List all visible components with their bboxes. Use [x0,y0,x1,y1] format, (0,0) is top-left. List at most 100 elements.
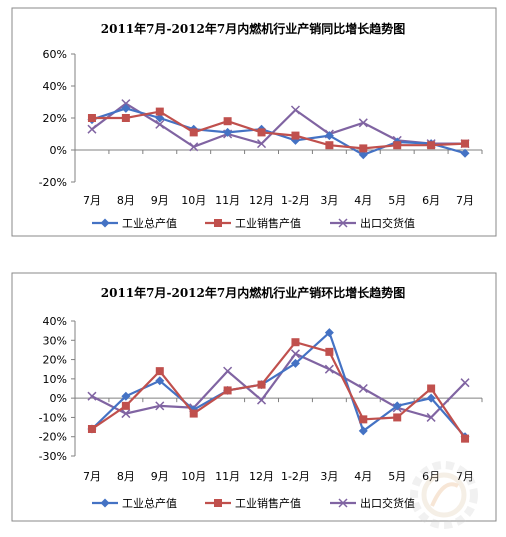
chart-2-series-3-point [460,378,470,388]
chart-1-series-1-point [460,148,470,158]
chart-2-series-1-point [426,393,436,403]
chart-2-legend-item-3: 出口交货值 [330,496,415,510]
chart-2-series-2-point [189,409,198,418]
chart-1-x-tick-label: 9月 [151,194,169,207]
chart-2-x-tick-label: 11月 [215,470,240,483]
chart-1-series-1-point [223,127,233,137]
chart-2-y-tick-label: 30% [43,334,67,347]
chart-2-x-tick-label: 1-2月 [281,470,310,483]
chart-1-series-1-point [121,103,131,113]
chart-2-series-2-point [87,425,96,433]
chart-2-series-line-1 [91,330,466,438]
chart-1-x-tick-label: 5月 [388,194,406,207]
chart-1-series-3-point [121,99,131,109]
watermark-gear-logo [410,461,478,529]
chart-1-series-2-point [121,114,130,122]
chart-1-x-tick-label: 10月 [181,194,206,207]
chart-1-series-2-point [325,141,334,150]
chart-1-plot-area: 60% 40% 20% 0% -20% 7月 8月 9月 10月 11月 12月 1-2月 3月 4月 5月… [39,48,483,230]
chart-2-series-1-point [121,391,131,401]
chart-2-plot-area: 40% 30% 20% 10% 0% -10% -20% -30% 7月 8月 9月 10月 11月 12… [39,315,483,510]
chart-2-series-3-point [121,409,131,419]
chart-2-frame [11,272,497,522]
chart-1-y-tick-label: 0% [50,144,67,157]
chart-1-series-2-point [257,128,266,137]
chart-1-x-tick-label: 8月 [117,194,135,207]
chart-2-x-tick-label: 10月 [181,470,206,483]
chart-1-series-3-point [290,105,300,115]
chart-1-legend-marker-3 [338,218,348,228]
chart-2-series-2-point [291,338,300,347]
chart-1-series-3-point [87,124,97,134]
chart-2-series-3-point [87,391,97,401]
chart-1-legend-item-3: 出口交货值 [330,216,415,230]
chart-2-series-2-point [325,347,334,356]
chart-1-series-1-point [358,150,368,160]
chart-1-series-2-point [427,141,436,150]
chart-1-y-tick-label: -20% [39,176,67,189]
chart-1-legend-item-2: 工业销售产值 [205,216,301,230]
chart-1-x-tick-label: 7月 [456,194,474,207]
chart-1-series-2-point [223,117,232,126]
chart-2-legend-label-1: 工业总产值 [122,496,177,510]
chart-2-x-tick-label: 12月 [249,470,274,483]
chart-2-y-tick-label: 10% [43,373,67,386]
chart-2-series-2-point [155,367,164,376]
chart-2-x-tick-label: 5月 [388,470,406,483]
chart-2-series-2-point [257,380,266,389]
chart-2-series-3-point [155,401,165,411]
chart-2-x-tick-label: 9月 [151,470,169,483]
chart-1-title: 2011年7月-2012年7月内燃机行业产销同比增长趋势图 [101,21,405,36]
chart-2-series-1-point [392,401,402,411]
chart-2-legend-item-1: 工业总产值 [92,496,177,510]
chart-1-x-tick-label: 7月 [83,194,101,207]
chart-1-legend-marker-1 [100,218,110,228]
chart-2-series-2-point [393,413,402,422]
chart-1-legend-marker-2 [214,219,222,227]
chart-1-legend-label-3: 出口交货值 [360,216,415,230]
chart-1-x-tick-label: 11月 [215,194,240,207]
chart-1-series-line-3 [91,102,466,149]
chart-1-x-tick-label: 1-2月 [281,194,310,207]
chart-1-y-tick-label: 40% [43,80,67,93]
chart-2-y-tick-label: -30% [39,450,67,463]
chart-2-legend-marker-3 [338,498,348,508]
chart-2-series-1-point [358,426,368,436]
chart-2-title: 2011年7月-2012年7月内燃机行业产销环比增长趋势图 [101,285,405,300]
chart-2-series-2-point [359,415,368,424]
chart-1-series-3-point [155,119,165,129]
chart-1-series-3-point [257,139,267,149]
chart-1-series-2-point [155,107,164,116]
chart-1-y-tick-label: 20% [43,112,67,125]
chart-1-series-3-point [189,142,199,152]
chart-1-x-tick-label: 4月 [354,194,372,207]
chart-2-series-line-2 [91,340,466,440]
chart-2-y-tick-label: -10% [39,411,67,424]
chart-2-series-1-point [324,328,334,338]
chart-1-series-2-point [359,144,368,153]
chart-1-legend-label-1: 工业总产值 [122,216,177,230]
chart-2-y-tick-label: 40% [43,315,67,328]
chart-2-series-1-point [155,376,165,386]
chart-1-series-1-point [155,113,165,123]
chart-2-legend-marker-1 [100,498,110,508]
chart-2-series-2-point [461,434,470,443]
chart-2-x-tick-label: 3月 [320,470,338,483]
chart-2-legend-label-3: 出口交货值 [360,496,415,510]
chart-2-y-tick-label: -20% [39,431,67,444]
chart-2-y-tick-label: 0% [50,392,67,405]
chart-1-legend-item-1: 工业总产值 [92,216,177,230]
chart-1-series-2-point [291,131,300,140]
chart-1-series-2-point [189,128,198,137]
chart-1-series-2-point [87,114,96,122]
chart-2-legend-marker-2 [214,499,222,507]
chart-2-y-tick-label: 20% [43,354,67,367]
chart-1-series-2-point [461,139,470,148]
chart-2-series-3-point [290,349,300,359]
chart-2-legend-item-2: 工业销售产值 [205,496,301,510]
chart-1-x-tick-label: 6月 [422,194,440,207]
chart-2-series-3-point [426,412,436,422]
chart-2-x-tick-label: 4月 [354,470,372,483]
chart-2-x-tick-label: 6月 [422,470,440,483]
